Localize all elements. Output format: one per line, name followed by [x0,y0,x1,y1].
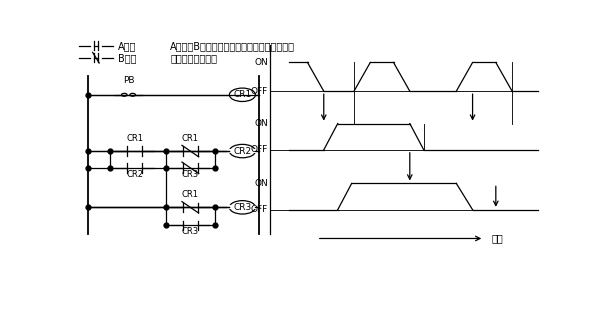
Text: CR2: CR2 [126,170,143,179]
Text: B接点: B接点 [118,53,136,63]
Text: CR1: CR1 [233,90,251,99]
Text: OFF: OFF [251,87,268,96]
Text: CR1: CR1 [182,190,199,199]
Text: CR2: CR2 [233,146,251,156]
Text: A接点とB接点は同時に接とならないタイプの: A接点とB接点は同時に接とならないタイプの [170,41,295,51]
Text: ON: ON [254,179,268,188]
Text: CR3: CR3 [182,170,199,179]
Text: ON: ON [254,119,268,128]
Text: CR3: CR3 [233,203,251,212]
Text: ON: ON [254,58,268,67]
Text: CR1: CR1 [182,134,199,143]
Text: リレーであること: リレーであること [170,53,217,63]
Text: CR3: CR3 [182,227,199,236]
Text: 時刻: 時刻 [491,234,503,244]
Text: A接点: A接点 [118,41,136,51]
Text: CR1: CR1 [126,134,143,143]
Text: OFF: OFF [251,145,268,154]
Text: OFF: OFF [251,205,268,214]
Text: PB: PB [123,76,134,85]
